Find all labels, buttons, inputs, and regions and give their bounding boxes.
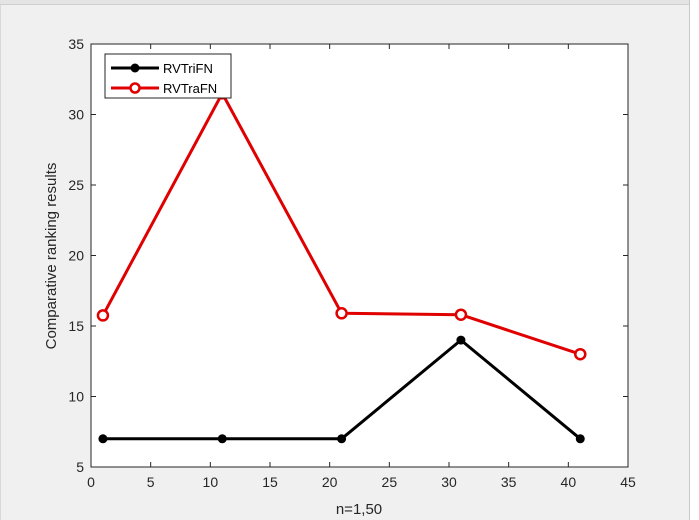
y-tick-label: 10 — [68, 389, 84, 405]
data-point-rvtrifn — [337, 434, 347, 444]
data-point-rvtrifn — [456, 335, 466, 345]
data-point-rvtrifn — [98, 434, 108, 444]
data-point-rvtrafn — [335, 307, 348, 320]
x-axis-label: n=1,50 — [336, 501, 382, 518]
legend-marker-rvtrafn — [129, 82, 141, 94]
x-tick-label: 30 — [441, 474, 457, 490]
window-right-edge — [689, 0, 699, 520]
y-tick-label: 20 — [68, 248, 84, 264]
window-top-edge — [0, 0, 699, 5]
legend: RVTriFN RVTraFN — [104, 53, 232, 99]
x-tick-label: 10 — [203, 474, 219, 490]
x-tick-label: 35 — [501, 474, 517, 490]
legend-marker-rvtrifn — [130, 63, 140, 73]
x-tick-label: 15 — [262, 474, 278, 490]
y-tick-label: 5 — [76, 459, 84, 475]
legend-box — [104, 53, 232, 99]
y-tick-label: 35 — [68, 36, 84, 52]
x-tick-label: 5 — [147, 474, 155, 490]
x-tick-label: 25 — [382, 474, 398, 490]
y-axis-label: Comparative ranking results — [43, 163, 60, 350]
y-tick-label: 25 — [68, 177, 84, 193]
legend-label-rvtrifn: RVTriFN — [163, 61, 213, 76]
x-tick-label: 40 — [561, 474, 577, 490]
data-point-rvtrafn — [96, 309, 110, 322]
x-tick-label: 20 — [322, 474, 338, 490]
legend-label-rvtrafn: RVTraFN — [163, 81, 217, 96]
x-tick-label: 0 — [87, 474, 95, 490]
data-point-rvtrafn — [454, 308, 468, 321]
data-point-rvtrifn — [575, 434, 585, 444]
x-tick-label: 45 — [620, 474, 636, 490]
y-tick-label: 30 — [68, 107, 84, 123]
y-tick-label: 15 — [68, 318, 84, 334]
plot-area — [90, 43, 629, 468]
data-point-rvtrifn — [217, 434, 227, 444]
data-point-rvtrafn — [574, 347, 587, 361]
